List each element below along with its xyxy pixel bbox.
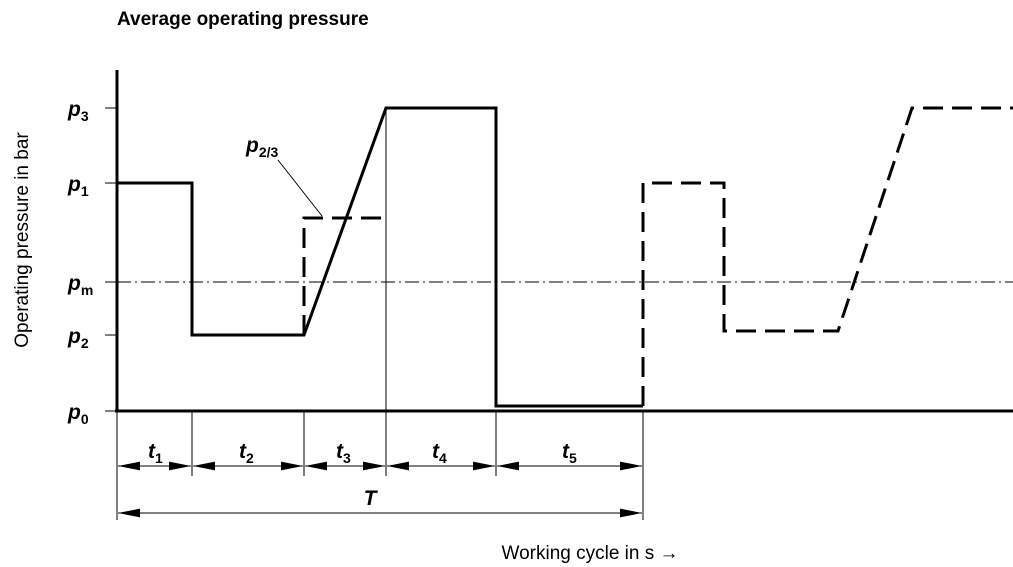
- y-axis-label: Operating pressure in bar: [12, 132, 33, 348]
- interval-label: t5: [562, 440, 577, 466]
- label-base: p: [67, 325, 81, 348]
- title: Average operating pressure: [117, 9, 369, 30]
- label-subscript: 5: [569, 450, 577, 466]
- annotation: p2/3: [245, 134, 279, 160]
- label-subscript: 2: [246, 450, 254, 466]
- interval-label: t4: [432, 440, 447, 466]
- interval-label: t2: [239, 440, 254, 466]
- interval-arrows: [118, 461, 642, 518]
- y-ticks: [105, 107, 117, 412]
- label-subscript: 1: [81, 183, 89, 199]
- label-base: t: [336, 440, 344, 463]
- label-base: t: [239, 440, 247, 463]
- next-cycle-curve: [641, 106, 1013, 406]
- x-axis-label: Working cycle in s →: [501, 543, 678, 564]
- interval-guides: [116, 108, 644, 520]
- pressure-label: pm: [67, 272, 93, 298]
- label-base: p: [67, 401, 81, 424]
- label-base: p: [67, 272, 81, 295]
- interval-labels: t1 t2 t3 t4 t5: [148, 440, 577, 466]
- label-base: p: [67, 98, 81, 121]
- label-subscript: 0: [81, 411, 89, 427]
- interval-label: t1: [148, 440, 163, 466]
- label-subscript: 2/3: [259, 144, 279, 160]
- leader-line: [277, 159, 323, 217]
- label-subscript: m: [81, 282, 93, 298]
- label-base: t: [562, 440, 570, 463]
- pressure-label: p1: [67, 173, 89, 199]
- label-subscript: 2: [81, 335, 89, 351]
- interval-label: t3: [336, 440, 351, 466]
- label-subscript: 3: [343, 450, 351, 466]
- pressure-label: p2: [67, 325, 89, 351]
- pressure-label: p0: [67, 401, 89, 427]
- alternative-curve: [302, 216, 386, 335]
- pressure-label: p3: [67, 98, 89, 124]
- label-subscript: 1: [155, 450, 163, 466]
- label-base: t: [432, 440, 440, 463]
- label-base: t: [148, 440, 156, 463]
- label-base: p: [245, 134, 259, 157]
- label-subscript: 3: [81, 108, 89, 124]
- label-base: p: [67, 173, 81, 196]
- label-subscript: 4: [439, 450, 447, 466]
- period-label: T: [364, 487, 379, 510]
- pressure-curve: [117, 106, 643, 408]
